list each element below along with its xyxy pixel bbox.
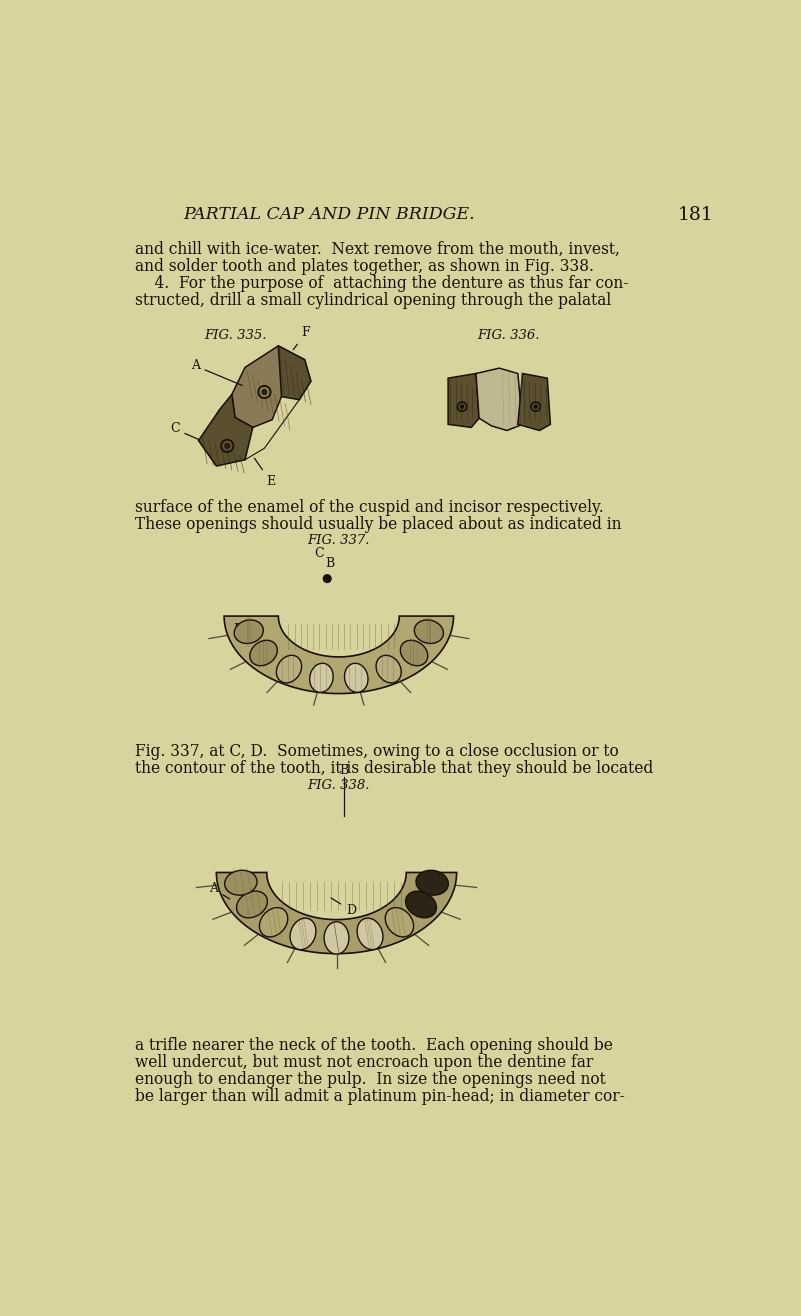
Text: be larger than will admit a platinum pin-head; in diameter cor-: be larger than will admit a platinum pin… xyxy=(135,1088,625,1105)
Text: A: A xyxy=(209,883,230,899)
Text: B: B xyxy=(340,765,349,778)
Text: FIG. 335.: FIG. 335. xyxy=(204,329,267,342)
Text: F: F xyxy=(293,326,310,350)
Text: Fig. 337, at C, D.  Sometimes, owing to a close occlusion or to: Fig. 337, at C, D. Sometimes, owing to a… xyxy=(135,744,618,761)
Text: and solder tooth and plates together, as shown in Fig. 338.: and solder tooth and plates together, as… xyxy=(135,258,594,275)
Text: FIG. 337.: FIG. 337. xyxy=(308,534,370,546)
Polygon shape xyxy=(231,346,281,428)
Text: FIG. 338.: FIG. 338. xyxy=(308,779,370,791)
Text: and chill with ice-water.  Next remove from the mouth, invest,: and chill with ice-water. Next remove fr… xyxy=(135,241,620,258)
Polygon shape xyxy=(224,616,453,694)
Text: 4.  For the purpose of  attaching the denture as thus far con-: 4. For the purpose of attaching the dent… xyxy=(135,275,628,292)
Text: FIG. 336.: FIG. 336. xyxy=(477,329,540,342)
Text: C: C xyxy=(231,884,252,907)
Text: 181: 181 xyxy=(678,205,713,224)
Ellipse shape xyxy=(250,641,277,666)
Text: the contour of the tooth, it is desirable that they should be located: the contour of the tooth, it is desirabl… xyxy=(135,761,654,776)
Circle shape xyxy=(225,443,230,449)
Ellipse shape xyxy=(224,870,257,895)
Text: D: D xyxy=(233,622,254,641)
Polygon shape xyxy=(518,374,550,430)
Ellipse shape xyxy=(400,641,428,666)
Text: well undercut, but must not encroach upon the dentine far: well undercut, but must not encroach upo… xyxy=(135,1054,594,1071)
Text: These openings should usually be placed about as indicated in: These openings should usually be placed … xyxy=(135,516,622,533)
Circle shape xyxy=(324,575,331,583)
Text: a trifle nearer the neck of the tooth.  Each opening should be: a trifle nearer the neck of the tooth. E… xyxy=(135,1037,613,1054)
Text: C: C xyxy=(170,422,203,442)
Ellipse shape xyxy=(385,908,413,937)
Ellipse shape xyxy=(236,891,268,917)
Text: C: C xyxy=(314,547,324,561)
Ellipse shape xyxy=(416,870,449,895)
Polygon shape xyxy=(272,346,311,400)
Ellipse shape xyxy=(276,655,302,683)
Text: E: E xyxy=(255,458,275,488)
Circle shape xyxy=(533,405,537,408)
Ellipse shape xyxy=(234,620,264,644)
Polygon shape xyxy=(448,374,479,428)
Ellipse shape xyxy=(357,919,383,950)
Ellipse shape xyxy=(405,891,437,917)
Ellipse shape xyxy=(376,655,401,683)
Ellipse shape xyxy=(260,908,288,937)
Text: A: A xyxy=(191,359,243,386)
Ellipse shape xyxy=(324,921,349,954)
Ellipse shape xyxy=(344,663,368,692)
Text: enough to endanger the pulp.  In size the openings need not: enough to endanger the pulp. In size the… xyxy=(135,1071,606,1088)
Circle shape xyxy=(262,390,267,395)
Text: D: D xyxy=(331,898,356,917)
Ellipse shape xyxy=(290,919,316,950)
Ellipse shape xyxy=(310,663,333,692)
Text: structed, drill a small cylindrical opening through the palatal: structed, drill a small cylindrical open… xyxy=(135,292,611,309)
Text: PARTIAL CAP AND PIN BRIDGE.: PARTIAL CAP AND PIN BRIDGE. xyxy=(183,205,474,222)
Polygon shape xyxy=(476,368,522,430)
Text: B: B xyxy=(325,557,334,570)
Circle shape xyxy=(460,405,464,408)
Ellipse shape xyxy=(414,620,444,644)
Polygon shape xyxy=(216,873,457,954)
Polygon shape xyxy=(199,395,253,466)
Text: surface of the enamel of the cuspid and incisor respectively.: surface of the enamel of the cuspid and … xyxy=(135,499,604,516)
